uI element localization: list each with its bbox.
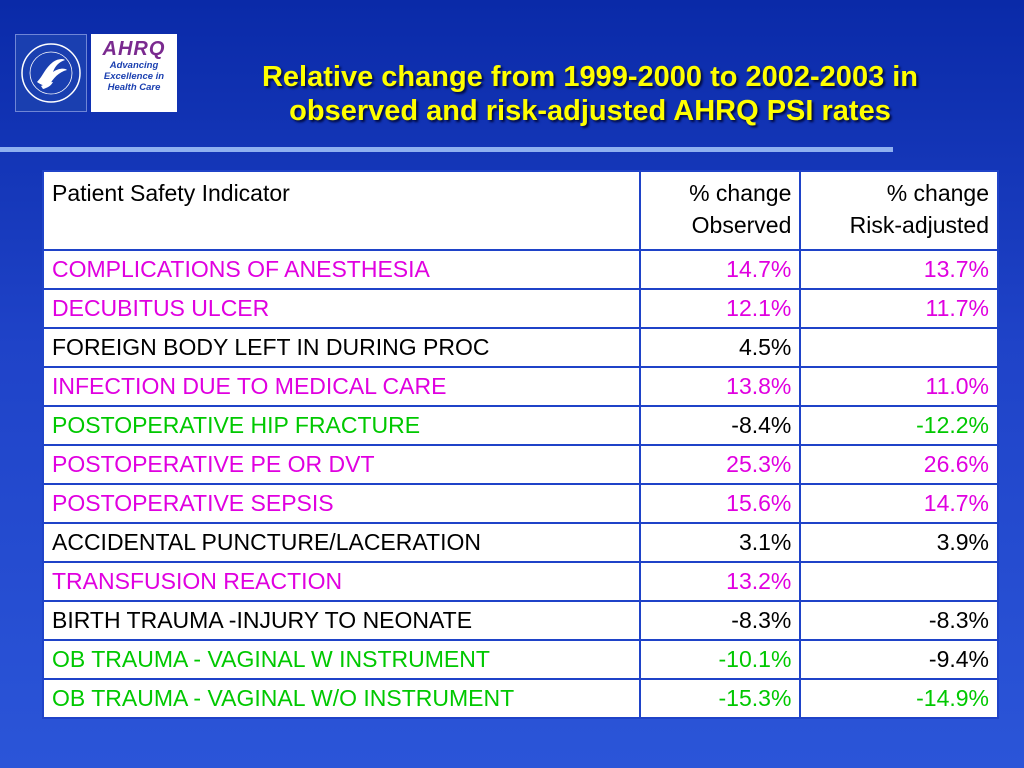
observed-cell: 14.7%: [638, 249, 802, 290]
risk-adjusted-cell: [799, 561, 999, 602]
indicator-cell: INFECTION DUE TO MEDICAL CARE: [42, 366, 641, 407]
risk-adjusted-cell: -14.9%: [799, 678, 999, 719]
header-indicator: Patient Safety Indicator: [42, 170, 641, 251]
table-row: POSTOPERATIVE SEPSIS 15.6% 14.7%: [42, 483, 999, 524]
table-row: COMPLICATIONS OF ANESTHESIA 14.7% 13.7%: [42, 249, 999, 290]
ahrq-logo: AHRQ Advancing Excellence in Health Care: [91, 34, 177, 112]
header-risk-line-1: % change: [886, 180, 989, 206]
observed-cell: -8.4%: [638, 405, 802, 446]
table-row: TRANSFUSION REACTION 13.2%: [42, 561, 999, 602]
hhs-seal-svg: [21, 43, 81, 103]
risk-adjusted-cell: -12.2%: [799, 405, 999, 446]
page-title: Relative change from 1999-2000 to 2002-2…: [190, 60, 990, 128]
logo-block: AHRQ Advancing Excellence in Health Care: [15, 34, 177, 112]
observed-cell: 12.1%: [638, 288, 802, 329]
table-row: BIRTH TRAUMA -INJURY TO NEONATE -8.3% -8.3…: [42, 600, 999, 641]
indicator-cell: POSTOPERATIVE PE OR DVT: [42, 444, 641, 485]
risk-adjusted-cell: 13.7%: [799, 249, 999, 290]
psi-table-body: Patient Safety Indicator % change Observ…: [42, 170, 999, 719]
header-observed-line-1: % change: [689, 180, 792, 206]
table-row: POSTOPERATIVE PE OR DVT 25.3% 26.6%: [42, 444, 999, 485]
table-row: POSTOPERATIVE HIP FRACTURE -8.4% -12.2%: [42, 405, 999, 446]
risk-adjusted-cell: 14.7%: [799, 483, 999, 524]
indicator-cell: COMPLICATIONS OF ANESTHESIA: [42, 249, 641, 290]
risk-adjusted-cell: 3.9%: [799, 522, 999, 563]
table-row: INFECTION DUE TO MEDICAL CARE 13.8% 11.0%: [42, 366, 999, 407]
ahrq-wordmark: AHRQ: [102, 38, 166, 60]
indicator-cell: OB TRAUMA - VAGINAL W/O INSTRUMENT: [42, 678, 641, 719]
observed-cell: 4.5%: [638, 327, 802, 368]
title-divider: [0, 147, 893, 152]
indicator-cell: DECUBITUS ULCER: [42, 288, 641, 329]
table-row: DECUBITUS ULCER 12.1% 11.7%: [42, 288, 999, 329]
header-risk-line-2: Risk-adjusted: [849, 212, 989, 238]
observed-cell: 15.6%: [638, 483, 802, 524]
page-title-line-1: Relative change from 1999-2000 to 2002-2…: [261, 61, 919, 93]
table-row: OB TRAUMA - VAGINAL W/O INSTRUMENT -15.3%…: [42, 678, 999, 719]
risk-adjusted-cell: 11.0%: [799, 366, 999, 407]
observed-cell: -10.1%: [638, 639, 802, 680]
observed-cell: 13.2%: [638, 561, 802, 602]
observed-cell: 25.3%: [638, 444, 802, 485]
risk-adjusted-cell: -8.3%: [799, 600, 999, 641]
header-observed: % change Observed: [638, 170, 802, 251]
ahrq-tagline-1: Advancing: [109, 60, 159, 71]
header-risk-adjusted: % change Risk-adjusted: [799, 170, 999, 251]
table-header-row: Patient Safety Indicator % change Observ…: [42, 170, 999, 251]
risk-adjusted-cell: 26.6%: [799, 444, 999, 485]
risk-adjusted-cell: [799, 327, 999, 368]
indicator-cell: BIRTH TRAUMA -INJURY TO NEONATE: [42, 600, 641, 641]
indicator-cell: TRANSFUSION REACTION: [42, 561, 641, 602]
observed-cell: 13.8%: [638, 366, 802, 407]
observed-cell: 3.1%: [638, 522, 802, 563]
table-row: FOREIGN BODY LEFT IN DURING PROC 4.5%: [42, 327, 999, 368]
indicator-cell: ACCIDENTAL PUNCTURE/LACERATION: [42, 522, 641, 563]
page-title-line-2: observed and risk-adjusted AHRQ PSI rate…: [289, 95, 891, 127]
observed-cell: -15.3%: [638, 678, 802, 719]
indicator-cell: OB TRAUMA - VAGINAL W INSTRUMENT: [42, 639, 641, 680]
risk-adjusted-cell: -9.4%: [799, 639, 999, 680]
psi-table: Patient Safety Indicator % change Observ…: [42, 170, 999, 719]
ahrq-tagline-2: Excellence in: [103, 71, 165, 82]
table-row: OB TRAUMA - VAGINAL W INSTRUMENT -10.1% -9…: [42, 639, 999, 680]
hhs-eagle-seal-icon: [15, 34, 87, 112]
indicator-cell: FOREIGN BODY LEFT IN DURING PROC: [42, 327, 641, 368]
ahrq-tagline-3: Health Care: [107, 82, 161, 93]
observed-cell: -8.3%: [638, 600, 802, 641]
indicator-cell: POSTOPERATIVE HIP FRACTURE: [42, 405, 641, 446]
indicator-cell: POSTOPERATIVE SEPSIS: [42, 483, 641, 524]
header-observed-line-2: Observed: [691, 212, 792, 238]
risk-adjusted-cell: 11.7%: [799, 288, 999, 329]
table-row: ACCIDENTAL PUNCTURE/LACERATION 3.1% 3.9%: [42, 522, 999, 563]
